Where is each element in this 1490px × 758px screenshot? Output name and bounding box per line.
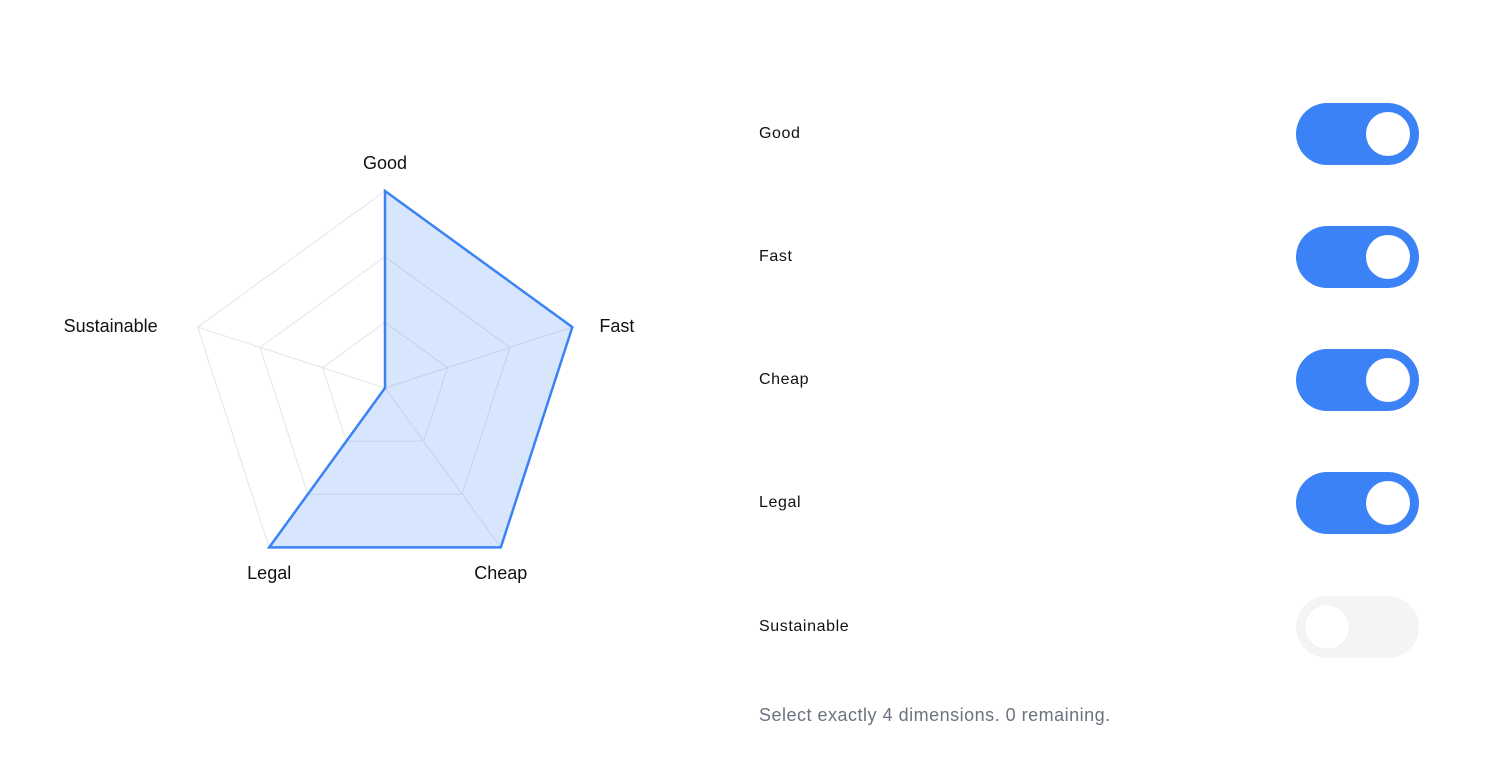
radar-chart-svg: Good Fast Cheap Legal Sustainable (64, 153, 635, 583)
radar-axis-label: Sustainable (64, 316, 158, 336)
radar-axis-label: Good (363, 153, 407, 173)
toggle-fast[interactable] (1296, 226, 1419, 288)
toggle-label-legal: Legal (759, 494, 802, 511)
toggle-knob (1366, 112, 1410, 156)
toggle-knob (1366, 358, 1410, 402)
radar-grid-ring (259, 256, 511, 495)
toggle-sustainable[interactable] (1296, 596, 1419, 658)
toggle-legal[interactable] (1296, 472, 1419, 534)
toggle-knob (1305, 605, 1349, 649)
toggle-good[interactable] (1296, 103, 1419, 165)
toggle-row-legal: Legal (759, 472, 1419, 534)
toggle-cheap[interactable] (1296, 349, 1419, 411)
toggle-knob (1366, 235, 1410, 279)
helper-text: Select exactly 4 dimensions. 0 remaining… (759, 705, 1111, 725)
toggle-row-fast: Fast (759, 226, 1419, 288)
toggle-row-sustainable: Sustainable (759, 596, 1419, 658)
radar-chart: Good Fast Cheap Legal Sustainable (0, 0, 720, 758)
toggle-row-cheap: Cheap (759, 349, 1419, 411)
radar-grid-spoke (384, 387, 502, 548)
dimension-toggles: Good Fast Cheap Legal Sustainable (759, 0, 1439, 758)
toggle-row-good: Good (759, 103, 1419, 165)
radar-data-area (266, 188, 574, 549)
radar-grid-spoke (384, 326, 573, 389)
radar-axis-label: Fast (599, 316, 634, 336)
toggle-label-cheap: Cheap (759, 371, 810, 388)
radar-grid-spoke (197, 326, 386, 389)
toggle-label-fast: Fast (759, 248, 793, 265)
toggle-label-good: Good (759, 125, 801, 142)
radar-grid-ring (321, 321, 449, 442)
toggle-knob (1366, 481, 1410, 525)
toggle-label-sustainable: Sustainable (759, 618, 850, 635)
radar-axis-label: Legal (247, 563, 291, 583)
radar-axis-label: Cheap (474, 563, 527, 583)
